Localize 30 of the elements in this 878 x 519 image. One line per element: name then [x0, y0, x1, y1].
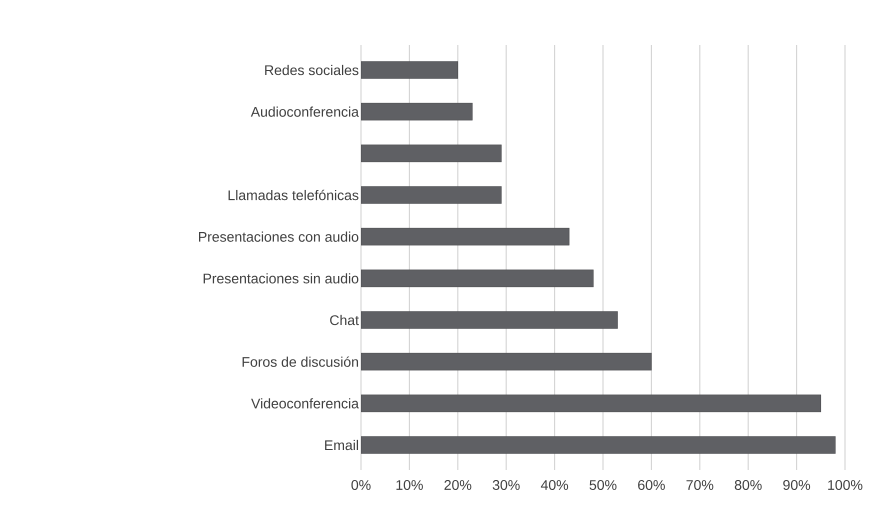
bar: [361, 436, 836, 454]
x-tick-label: 60%: [638, 480, 665, 490]
y-tick-label: Llamadas telefónicas: [228, 190, 358, 200]
y-tick-label: Email: [325, 440, 358, 450]
x-tick-label: 80%: [734, 480, 762, 490]
y-tick-label: Videoconferencia: [251, 398, 359, 408]
x-tick-label: 50%: [590, 480, 616, 490]
bar: [361, 61, 458, 79]
x-tick-label: 10%: [396, 480, 423, 490]
y-tick-label: Audioconferencia: [250, 106, 359, 117]
y-tick-label: Foros de discusión: [242, 356, 358, 367]
x-tick-label: 40%: [540, 480, 568, 490]
bar: [361, 311, 618, 329]
x-tick-label: 20%: [444, 480, 472, 490]
bar: [361, 394, 822, 412]
y-tick-label: Redes sociales: [265, 64, 358, 76]
x-tick-label: 0%: [351, 480, 371, 490]
bar: [361, 186, 502, 204]
y-tick-label: Presentaciones con audio: [199, 232, 358, 242]
bar: [361, 270, 594, 288]
y-tick-label: Presentaciones sin audio: [204, 273, 358, 284]
bar: [361, 102, 473, 120]
x-tick-label: 90%: [783, 480, 810, 490]
x-tick-label: 30%: [492, 480, 520, 490]
y-tick-label: Chat: [330, 314, 359, 326]
bar: [361, 352, 652, 370]
bar: [361, 228, 570, 246]
x-tick-label: 70%: [686, 480, 714, 490]
bar: [361, 144, 502, 162]
x-tick-label: 100%: [828, 480, 862, 490]
